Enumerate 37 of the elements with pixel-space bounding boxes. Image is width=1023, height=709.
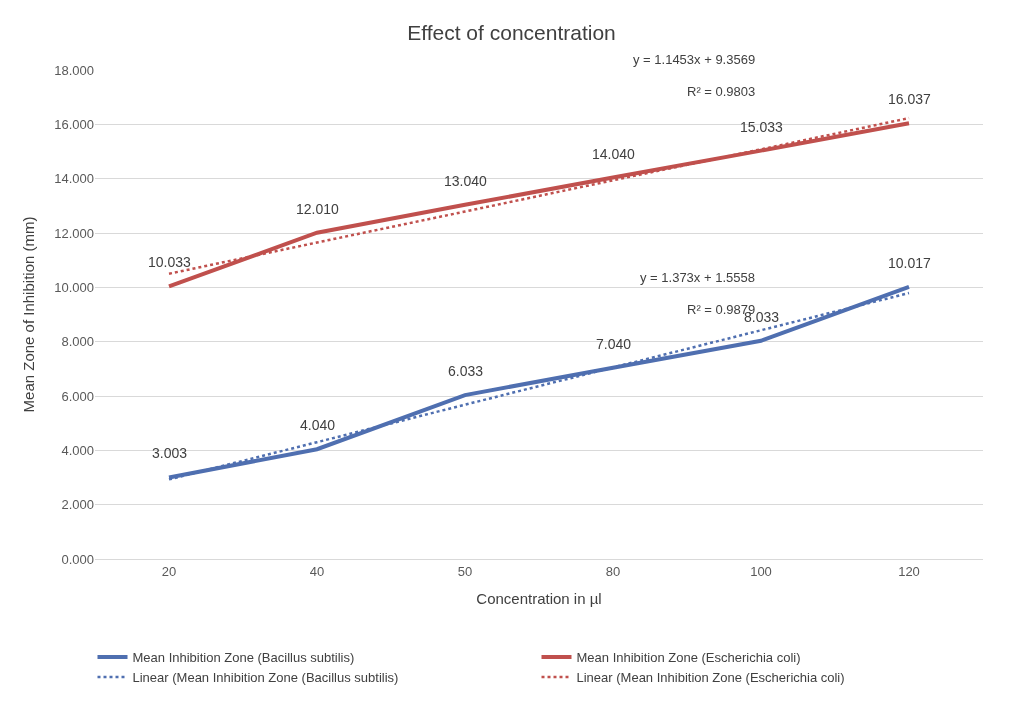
x-tick-label: 80 <box>605 563 621 579</box>
x-tick-label: 100 <box>750 563 772 579</box>
annotation: y = 1.373x + 1.5558 <box>640 270 755 285</box>
x-tick-label: 120 <box>898 563 920 579</box>
y-tick-label: 8.000 <box>61 334 94 350</box>
y-tick-label: 14.000 <box>54 171 94 187</box>
y-tick-label: 2.000 <box>61 497 94 513</box>
y-tick-label: 12.000 <box>54 225 94 241</box>
data-label: 3.003 <box>152 445 188 461</box>
text: y = 1.1453x + 9.3569 <box>633 52 756 67</box>
x-axis-title: Concentration in µl <box>476 589 602 607</box>
y-tick-label: 0.000 <box>61 551 94 567</box>
data-label: 7.040 <box>596 336 632 352</box>
data-label: 10.017 <box>888 255 932 271</box>
legend-label: Mean Inhibition Zone (Bacillus subtilis) <box>132 650 355 666</box>
y-tick-label: 16.000 <box>54 116 94 132</box>
x-tick-label: 40 <box>309 563 325 579</box>
data-label: 15.033 <box>740 119 784 135</box>
data-label: 6.033 <box>448 363 484 379</box>
y-axis-title: Mean Zone of Inhibition (mm) <box>20 216 38 413</box>
y-tick-label: 10.000 <box>54 279 94 295</box>
data-label: 14.040 <box>592 146 636 162</box>
x-tick-label: 20 <box>161 563 177 579</box>
data-label: 10.033 <box>148 254 192 270</box>
data-label: 16.037 <box>888 91 932 107</box>
y-tick-label: 4.000 <box>61 442 94 458</box>
legend-label: Mean Inhibition Zone (Escherichia coli) <box>576 650 801 666</box>
data-label: 4.040 <box>300 417 336 433</box>
chart-title: Effect of concentration <box>407 20 616 44</box>
legend-label: Linear (Mean Inhibition Zone (Bacillus subtilis) <box>132 670 399 686</box>
data-label: 13.040 <box>444 173 488 189</box>
y-tick-label: 6.000 <box>61 388 94 404</box>
data-label: 12.010 <box>296 201 340 217</box>
legend-label: Linear (Mean Inhibition Zone (Escherichia coli) <box>576 670 845 686</box>
annotation: R² = 0.9803 <box>687 84 756 99</box>
x-tick-label: 50 <box>457 563 473 579</box>
y-tick-label: 18.000 <box>54 62 94 78</box>
